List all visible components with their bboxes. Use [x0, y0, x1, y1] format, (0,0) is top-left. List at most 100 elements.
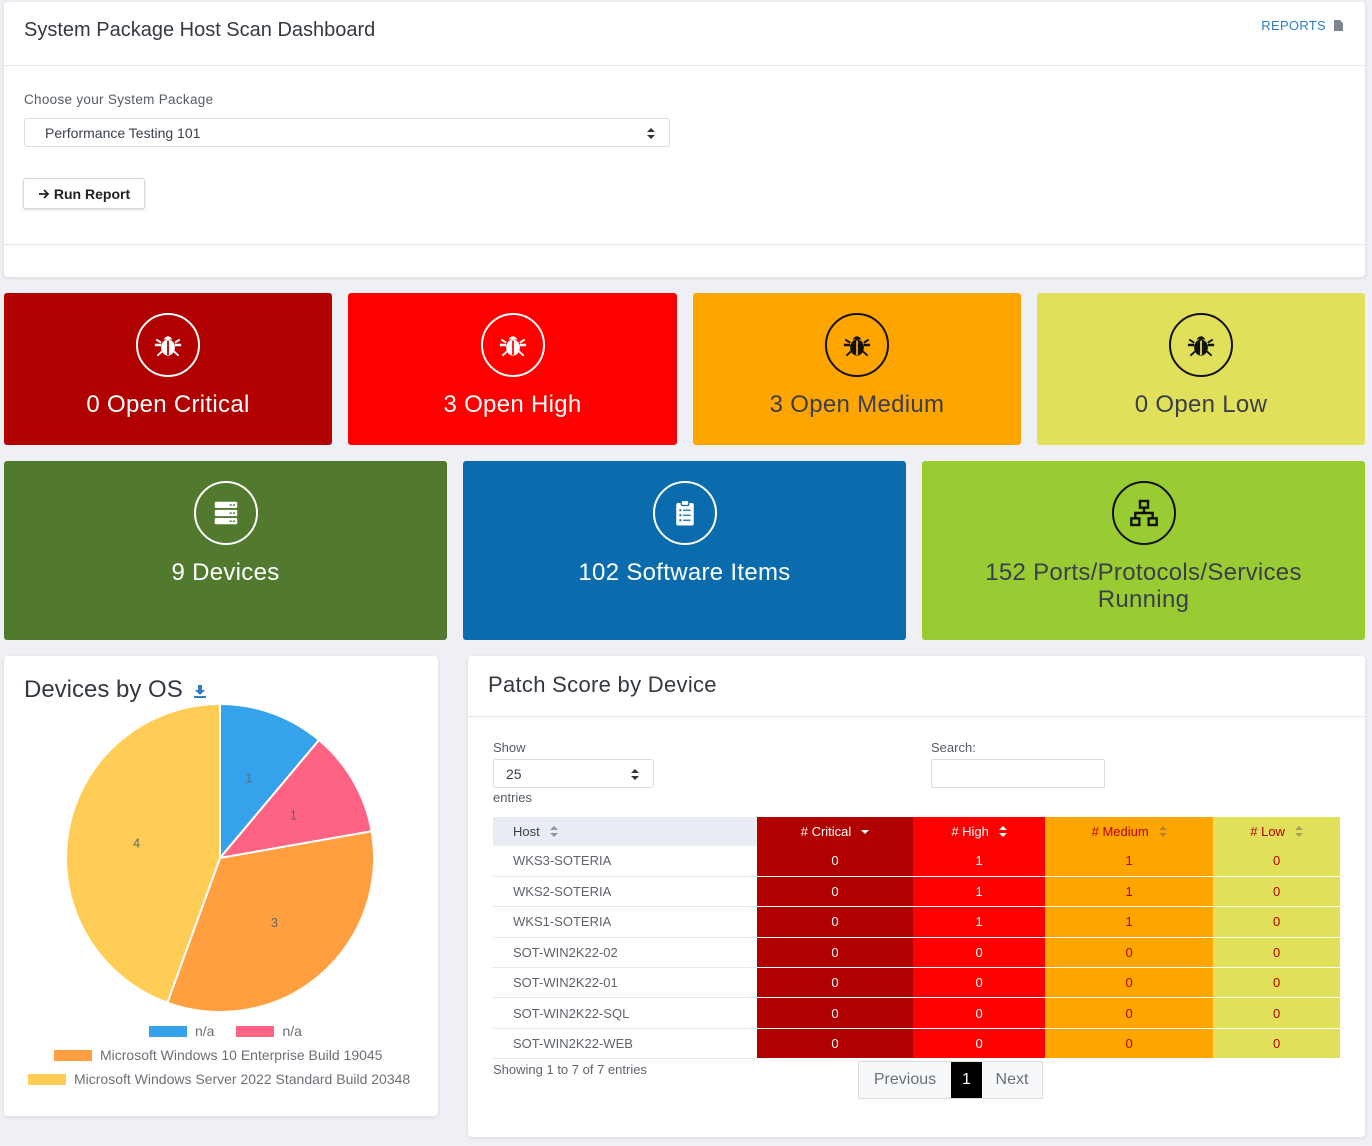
column-header-label: # High: [951, 824, 989, 839]
open-medium-label: 3 Open Medium: [769, 391, 945, 418]
high-cell: 1: [913, 846, 1046, 877]
medium-cell: 0: [1045, 1028, 1214, 1060]
bug-icon: [136, 313, 200, 377]
sort-icon: [1294, 826, 1303, 837]
open-critical-label: 0 Open Critical: [86, 391, 250, 418]
legend-swatch: [149, 1025, 187, 1037]
software-items-label: 102 Software Items: [578, 559, 791, 586]
high-cell: 1: [913, 876, 1046, 908]
legend-item[interactable]: Microsoft Windows Server 2022 Standard B…: [28, 1071, 410, 1087]
table-header-row: Host # Critical # High # Medium # Low: [493, 817, 1340, 846]
page-1-button[interactable]: 1: [951, 1062, 982, 1098]
package-selection-panel: System Package Host Scan Dashboard REPOR…: [4, 2, 1365, 277]
patch-score-table: Host # Critical # High # Medium # Low WK…: [493, 817, 1340, 1060]
medium-cell: 1: [1045, 876, 1214, 908]
patch-score-panel: Patch Score by Device Show 25 entries Se…: [468, 656, 1365, 1137]
open-high-label: 3 Open High: [443, 391, 582, 418]
panel-divider: [468, 716, 1365, 717]
search-label: Search:: [931, 740, 976, 755]
column-header-label: # Medium: [1091, 824, 1149, 839]
entries-label: entries: [493, 790, 533, 805]
high-cell: 0: [913, 967, 1046, 999]
host-cell: SOT-WIN2K22-WEB: [493, 1028, 757, 1060]
package-select-value: Performance Testing 101: [45, 125, 201, 141]
pie-slice-label: 3: [271, 915, 278, 930]
critical-cell: 0: [757, 1028, 914, 1060]
low-cell: 0: [1213, 997, 1340, 1029]
host-cell: WKS3-SOTERIA: [493, 846, 757, 877]
server-icon: [193, 481, 258, 545]
bug-icon: [825, 313, 889, 377]
column-header-high[interactable]: # High: [913, 817, 1046, 846]
pie-slice[interactable]: [219, 702, 321, 861]
next-page-button[interactable]: Next: [995, 1071, 1029, 1088]
search-input[interactable]: [931, 759, 1105, 788]
column-header-host[interactable]: Host: [493, 817, 757, 846]
open-high-card: 3 Open High: [348, 293, 677, 445]
package-select[interactable]: Performance Testing 101: [24, 118, 670, 147]
column-header-label: # Critical: [800, 824, 852, 839]
previous-page-button[interactable]: Previous: [873, 1071, 937, 1088]
low-cell: 0: [1213, 846, 1340, 877]
column-header-label: Host: [513, 824, 540, 839]
critical-cell: 0: [757, 846, 914, 877]
table-row: SOT-WIN2K22-01 0 0 0 0: [493, 967, 1340, 999]
low-cell: 0: [1213, 876, 1340, 908]
pie-slice[interactable]: [217, 738, 373, 860]
legend-swatch: [28, 1073, 66, 1085]
open-low-card: 0 Open Low: [1037, 293, 1365, 445]
select-arrows-icon: [631, 769, 639, 780]
run-report-label: Run Report: [53, 185, 131, 202]
clipboard-list-icon: [652, 481, 717, 545]
low-cell: 0: [1213, 967, 1340, 999]
high-cell: 1: [913, 906, 1046, 938]
critical-cell: 0: [757, 997, 914, 1029]
table-info: Showing 1 to 7 of 7 entries: [493, 1062, 647, 1077]
host-cell: SOT-WIN2K22-02: [493, 937, 757, 969]
page-title: System Package Host Scan Dashboard: [24, 19, 376, 41]
select-arrows-icon: [647, 128, 655, 139]
legend-item[interactable]: n/a n/a: [149, 1023, 302, 1039]
low-cell: 0: [1213, 937, 1340, 969]
document-icon: [1334, 20, 1343, 31]
legend-item[interactable]: Microsoft Windows 10 Enterprise Build 19…: [54, 1047, 382, 1063]
column-header-low[interactable]: # Low: [1213, 817, 1340, 846]
pie-slice[interactable]: [65, 702, 221, 1004]
chart-title: Devices by OS: [24, 676, 183, 703]
open-critical-card: 0 Open Critical: [4, 293, 332, 445]
entries-per-page-select[interactable]: 25: [493, 759, 654, 788]
critical-cell: 0: [757, 967, 914, 999]
panel-header: System Package Host Scan Dashboard REPOR…: [4, 2, 1365, 66]
bug-icon: [1169, 313, 1233, 377]
run-report-button[interactable]: Run Report: [23, 178, 145, 209]
critical-cell: 0: [757, 876, 914, 908]
table-row: SOT-WIN2K22-SQL 0 0 0 0: [493, 997, 1340, 1029]
pie-slice[interactable]: [166, 830, 375, 1013]
high-cell: 0: [913, 937, 1046, 969]
legend-label: Microsoft Windows 10 Enterprise Build 19…: [100, 1047, 383, 1063]
entries-select-value: 25: [506, 766, 522, 782]
column-header-critical[interactable]: # Critical: [757, 817, 914, 846]
reports-link[interactable]: REPORTS: [1261, 18, 1343, 33]
medium-cell: 0: [1045, 967, 1214, 999]
patch-score-title: Patch Score by Device: [488, 672, 717, 697]
devices-by-os-panel: 1 1 3 4 Devices by OS n/a n/a Microsoft Win…: [4, 656, 438, 1116]
package-label: Choose your System Package: [24, 92, 214, 107]
high-cell: 0: [913, 1028, 1046, 1060]
pagination: Previous 1 Next: [858, 1061, 1043, 1099]
bug-icon: [480, 313, 545, 377]
open-low-label: 0 Open Low: [1134, 391, 1268, 418]
legend-label: n/a: [282, 1023, 302, 1039]
download-icon[interactable]: [193, 684, 207, 698]
legend-label: Microsoft Windows Server 2022 Standard B…: [74, 1071, 411, 1087]
column-header-medium[interactable]: # Medium: [1045, 817, 1214, 846]
arrow-right-icon: [38, 188, 50, 199]
table-row: WKS3-SOTERIA 0 1 1 0: [493, 846, 1340, 877]
legend-swatch: [236, 1025, 275, 1037]
devices-label: 9 Devices: [171, 559, 280, 586]
legend-label: n/a: [195, 1023, 215, 1039]
reports-label: REPORTS: [1261, 18, 1326, 33]
sort-icon: [549, 826, 558, 837]
network-icon: [1111, 481, 1176, 545]
show-label: Show: [493, 740, 526, 755]
